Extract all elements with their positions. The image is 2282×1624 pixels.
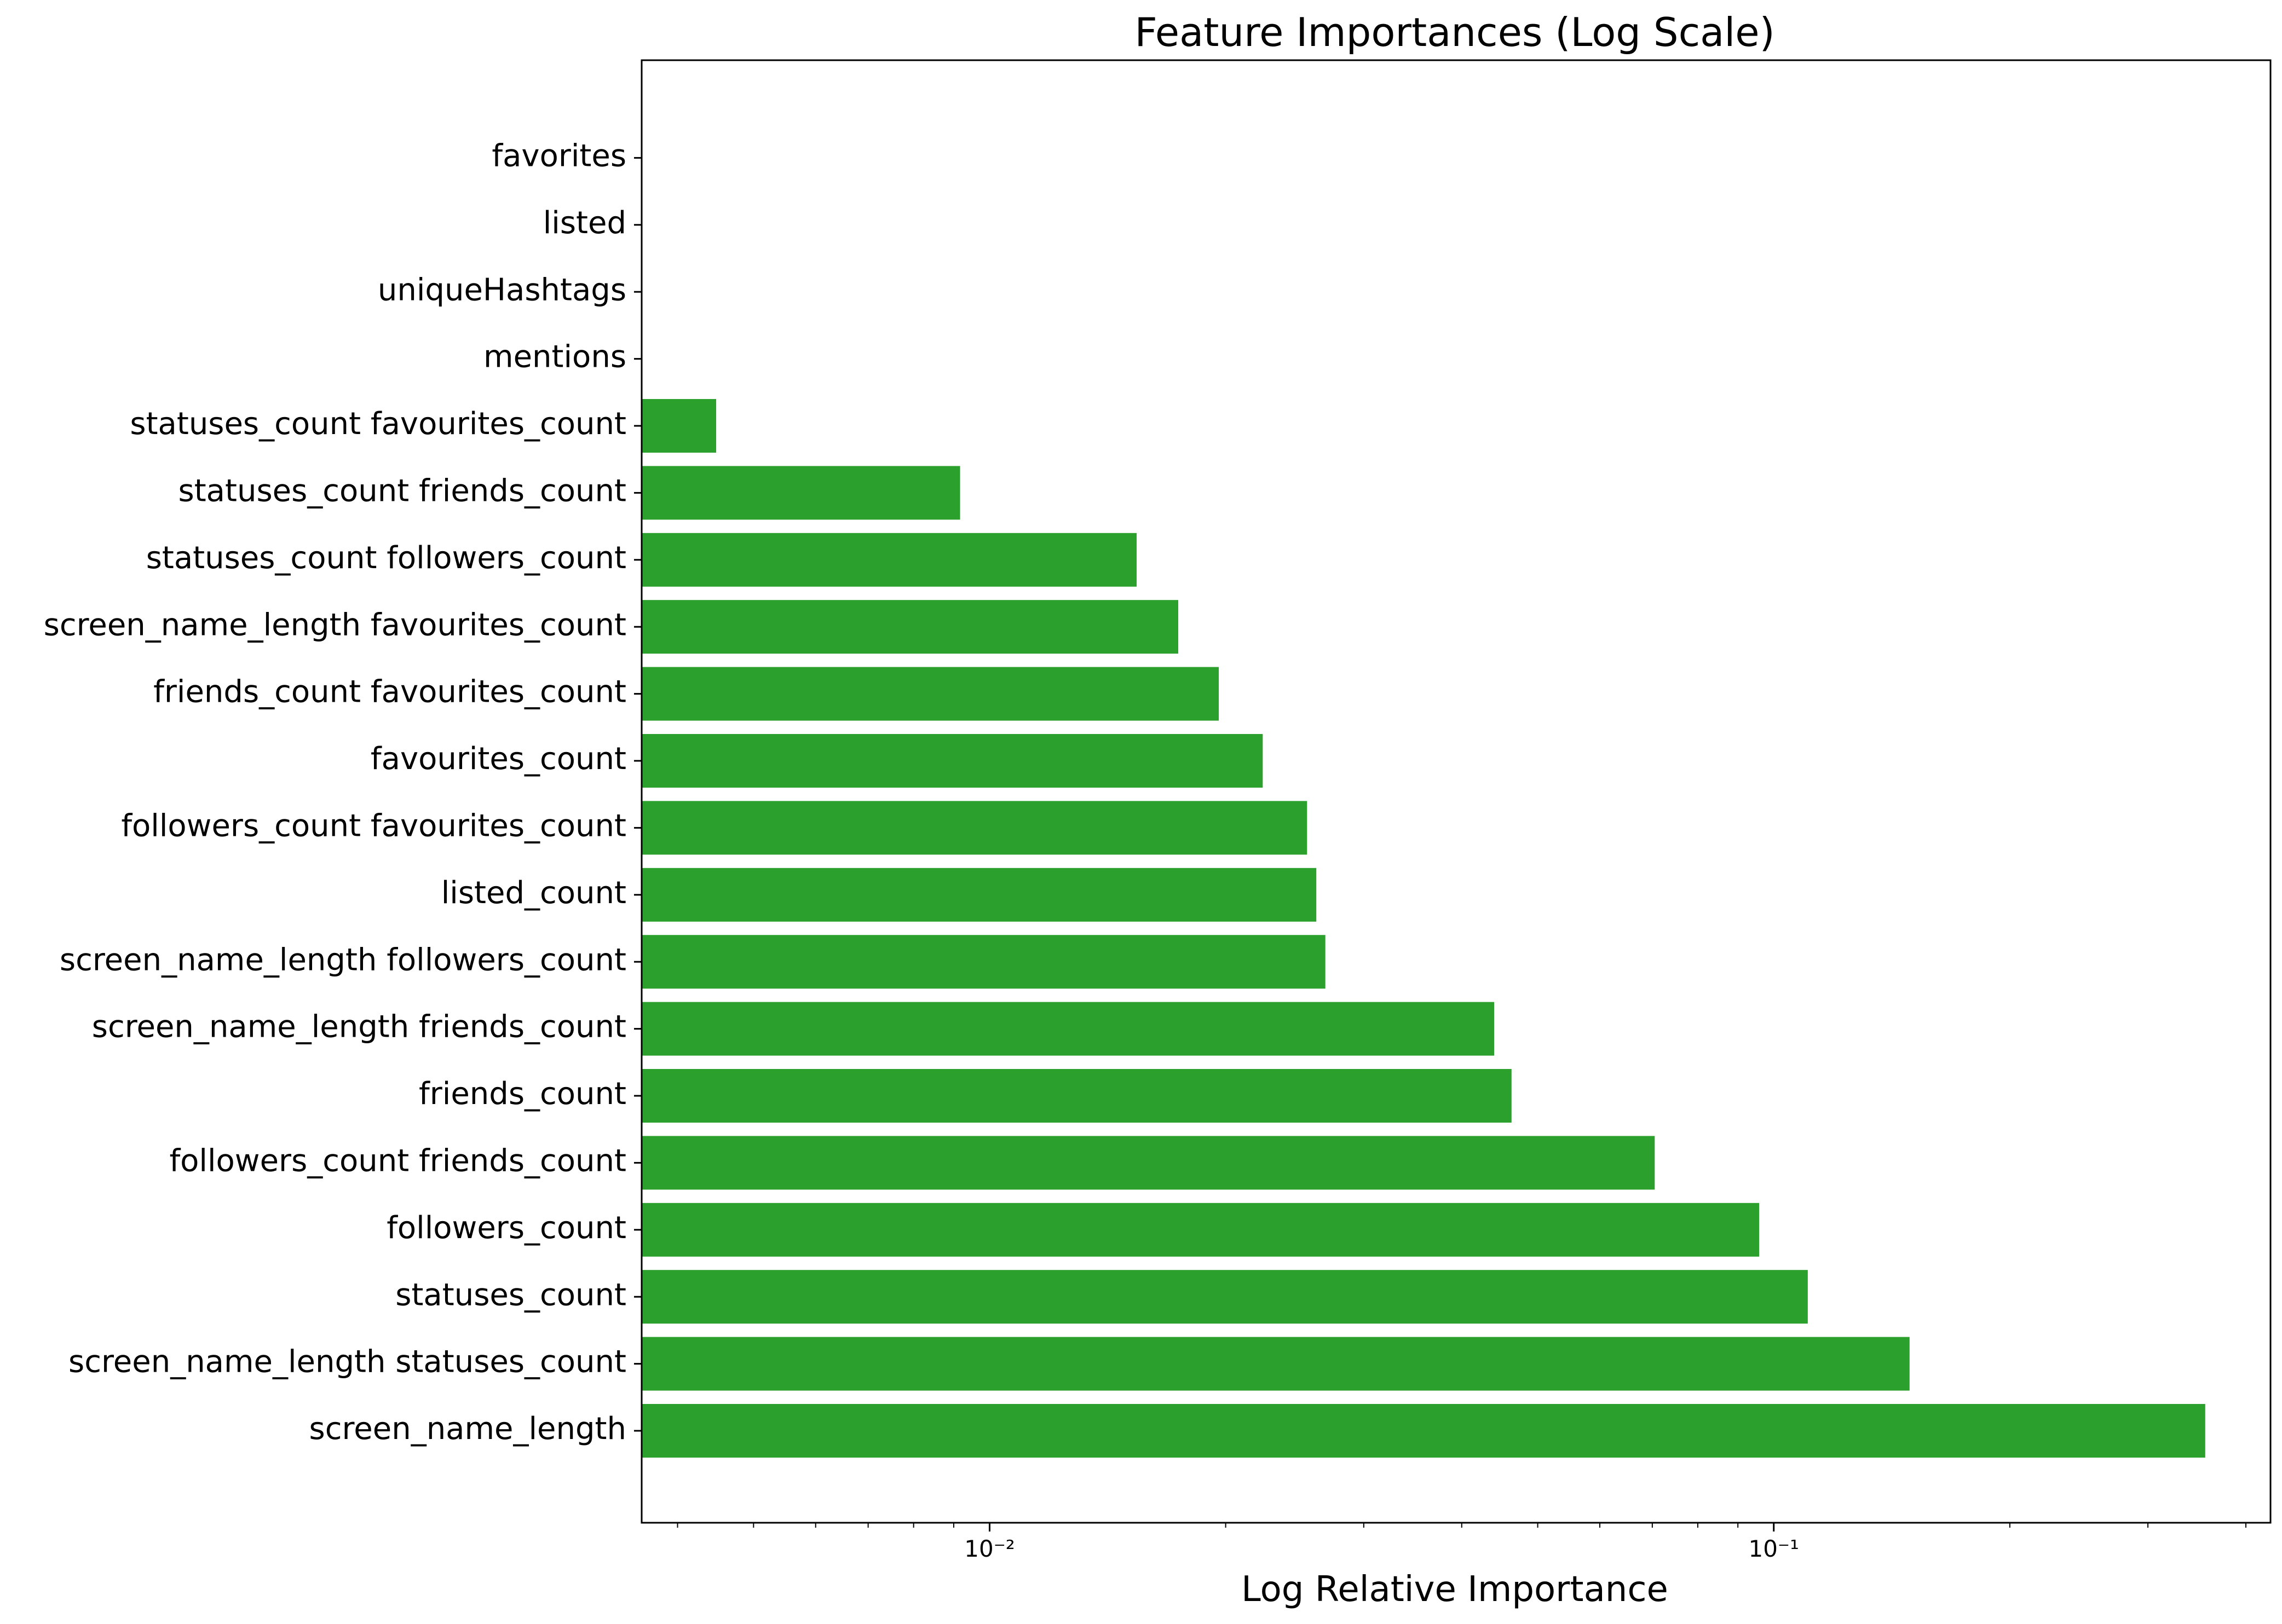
y-tick-label-16: mentions [483,339,626,375]
bar-14 [642,466,960,520]
y-tick-label-17: uniqueHashtags [378,272,626,308]
y-tick-label-1: screen_name_length statuses_count [68,1344,626,1380]
bar-10 [642,734,1263,788]
x-axis-label: Log Relative Importance [1241,1569,1668,1610]
y-tick-label-10: favourites_count [371,741,626,777]
y-tick-label-12: screen_name_length favourites_count [44,607,626,643]
bar-15 [642,399,717,453]
bar-0 [642,1404,2205,1458]
bar-3 [642,1203,1760,1257]
bar-13 [642,533,1137,587]
y-tick-label-6: screen_name_length friends_count [92,1009,626,1045]
bar-6 [642,1002,1495,1056]
x-tick-label-1: 10⁻¹ [1748,1535,1799,1562]
bar-7 [642,935,1326,989]
y-tick-label-7: screen_name_length followers_count [60,942,626,978]
bar-1 [642,1337,1910,1391]
y-tick-label-18: listed [543,205,626,241]
bar-9 [642,801,1307,855]
bar-11 [642,667,1219,721]
bar-12 [642,600,1179,654]
x-tick-label-0: 10⁻² [964,1535,1015,1562]
y-tick-label-19: favorites [492,138,626,174]
y-tick-label-0: screen_name_length [309,1411,626,1447]
y-tick-label-11: friends_count favourites_count [153,674,626,710]
y-tick-label-9: followers_count favourites_count [121,808,626,844]
bar-4 [642,1136,1655,1190]
bar-2 [642,1270,1808,1324]
y-tick-label-14: statuses_count friends_count [178,473,626,509]
bar-8 [642,868,1317,922]
y-tick-label-13: statuses_count followers_count [146,540,626,576]
y-tick-label-3: followers_count [387,1210,626,1246]
plot-frame [641,59,2272,1524]
plot-area: screen_name_length screen_name_length sta… [44,138,2247,1562]
y-tick-label-8: listed_count [441,875,626,911]
y-tick-label-4: followers_count friends_count [169,1143,626,1179]
y-tick-label-2: statuses_count [395,1277,626,1313]
y-tick-label-5: friends_count [419,1076,626,1112]
y-tick-label-15: statuses_count favourites_count [130,406,626,442]
bar-5 [642,1069,1512,1123]
chart-title: Feature Importances (Log Scale) [1134,9,1774,55]
